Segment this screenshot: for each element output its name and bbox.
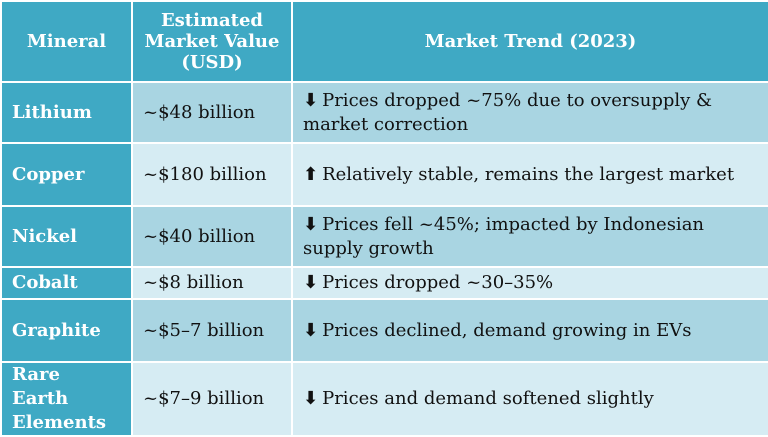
mineral-cell: Lithium	[0, 81, 133, 144]
mineral-cell: Nickel	[0, 205, 133, 268]
header-market-trend: Market Trend (2023)	[291, 0, 768, 83]
down-arrow-icon: ⬇	[303, 388, 319, 409]
mineral-cell: Graphite	[0, 298, 133, 363]
market-trend-cell: ⬆ Relatively stable, remains the largest …	[291, 142, 768, 207]
market-value-cell: ~$7–9 billion	[131, 361, 293, 437]
market-value-cell: ~$5–7 billion	[131, 298, 293, 363]
market-value-cell: ~$48 billion	[131, 81, 293, 144]
table-row: Graphite ~$5–7 billion ⬇ Prices declined,…	[0, 298, 768, 363]
mineral-cell: Copper	[0, 142, 133, 207]
trend-text: Prices declined, demand growing in EVs	[322, 319, 692, 341]
trend-text: Prices dropped ~75% due to oversupply & …	[303, 89, 713, 135]
trend-text: Prices and demand softened slightly	[322, 388, 654, 409]
trend-text: Prices dropped ~30–35%	[322, 272, 554, 293]
table-row: Copper ~$180 billion ⬆ Relatively stable,…	[0, 142, 768, 207]
market-value-cell: ~$8 billion	[131, 266, 293, 300]
market-trend-cell: ⬇ Prices dropped ~30–35%	[291, 266, 768, 300]
header-market-value: Estimated Market Value (USD)	[131, 0, 293, 83]
market-trend-cell: ⬇ Prices fell ~45%; impacted by Indonesia…	[291, 205, 768, 268]
market-value-cell: ~$40 billion	[131, 205, 293, 268]
market-trend-cell: ⬇ Prices declined, demand growing in EVs	[291, 298, 768, 363]
mineral-cell: Cobalt	[0, 266, 133, 300]
mineral-cell: Rare Earth Elements	[0, 361, 133, 437]
table-row: Nickel ~$40 billion ⬇ Prices fell ~45%; i…	[0, 205, 768, 268]
table-row: Rare Earth Elements ~$7–9 billion ⬇ Price…	[0, 361, 768, 437]
up-arrow-icon: ⬆	[303, 163, 319, 185]
header-row: Mineral Estimated Market Value (USD) Mar…	[0, 0, 768, 83]
table-row: Lithium ~$48 billion ⬇ Prices dropped ~75…	[0, 81, 768, 144]
down-arrow-icon: ⬇	[303, 272, 319, 293]
table-row: Cobalt ~$8 billion ⬇ Prices dropped ~30–3…	[0, 266, 768, 300]
down-arrow-icon: ⬇	[303, 89, 319, 111]
down-arrow-icon: ⬇	[303, 213, 319, 235]
trend-text: Prices fell ~45%; impacted by Indonesian…	[303, 213, 705, 259]
trend-text: Relatively stable, remains the largest m…	[322, 163, 735, 185]
market-trend-cell: ⬇ Prices and demand softened slightly	[291, 361, 768, 437]
market-trend-cell: ⬇ Prices dropped ~75% due to oversupply &…	[291, 81, 768, 144]
header-mineral: Mineral	[0, 0, 133, 83]
down-arrow-icon: ⬇	[303, 319, 319, 341]
market-value-cell: ~$180 billion	[131, 142, 293, 207]
